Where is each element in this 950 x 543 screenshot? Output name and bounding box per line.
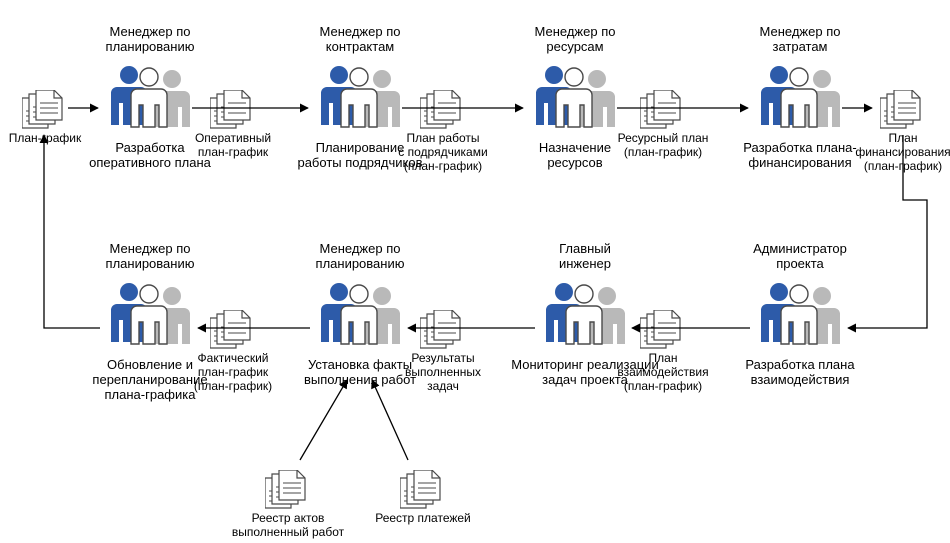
role-label-a2: Менеджер поконтрактам	[280, 25, 440, 55]
document-d4	[880, 90, 926, 130]
actor-a4	[755, 63, 845, 133]
doc-label-d0: План-график	[0, 132, 115, 146]
actor-a5	[105, 280, 195, 350]
role-label-a1: Менеджер попланированию	[70, 25, 230, 55]
doc-label-d4: Планфинансирования(план-график)	[833, 132, 950, 173]
doc-label-d3: Ресурсный план(план-график)	[593, 132, 733, 160]
document-d9	[400, 470, 446, 510]
arrow-10	[300, 380, 347, 460]
role-label-a3: Менеджер поресурсам	[495, 25, 655, 55]
role-label-a4: Менеджер позатратам	[720, 25, 880, 55]
actor-a7	[540, 280, 630, 350]
document-d6	[420, 310, 466, 350]
actor-a6	[315, 280, 405, 350]
actor-a1	[105, 63, 195, 133]
actor-a2	[315, 63, 405, 133]
actor-a8	[755, 280, 845, 350]
role-label-a7: Главныйинженер	[505, 242, 665, 272]
doc-label-d1: Оперативныйплан-график	[163, 132, 303, 160]
role-label-a6: Менеджер попланированию	[280, 242, 440, 272]
doc-label-d9: Реестр платежей	[353, 512, 493, 526]
doc-label-d2: План работыс подрядчиками(план-график)	[373, 132, 513, 173]
document-d0	[22, 90, 68, 130]
document-d7	[640, 310, 686, 350]
doc-label-d7: Планвзаимодействия(план-график)	[593, 352, 733, 393]
document-d2	[420, 90, 466, 130]
document-d5	[210, 310, 256, 350]
document-d1	[210, 90, 256, 130]
doc-label-d5: Фактическийплан-график(план-график)	[163, 352, 303, 393]
doc-label-d6: Результатывыполненныхзадач	[373, 352, 513, 393]
role-label-a5: Менеджер попланированию	[70, 242, 230, 272]
role-label-a8: Администраторпроекта	[720, 242, 880, 272]
doc-label-d8: Реестр актоввыполненный работ	[218, 512, 358, 540]
document-d8	[265, 470, 311, 510]
actor-a3	[530, 63, 620, 133]
document-d3	[640, 90, 686, 130]
diagram-stage: Менеджер попланированиюРазработкаоперати…	[0, 0, 950, 543]
